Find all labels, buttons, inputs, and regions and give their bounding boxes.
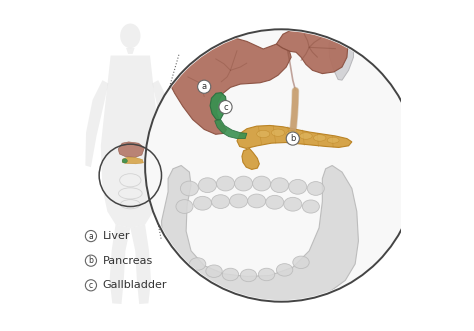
Ellipse shape <box>206 265 222 277</box>
Circle shape <box>85 230 97 242</box>
Ellipse shape <box>289 179 307 194</box>
Ellipse shape <box>253 176 271 191</box>
Polygon shape <box>152 80 175 167</box>
Circle shape <box>85 280 97 291</box>
Polygon shape <box>101 56 160 228</box>
Ellipse shape <box>211 195 229 209</box>
Text: a: a <box>201 82 207 91</box>
Circle shape <box>219 101 232 114</box>
Ellipse shape <box>248 194 266 208</box>
Ellipse shape <box>122 159 128 163</box>
Ellipse shape <box>284 197 302 211</box>
Text: a: a <box>89 232 93 241</box>
Text: Gallbladder: Gallbladder <box>102 280 167 290</box>
Polygon shape <box>165 34 291 134</box>
Ellipse shape <box>307 182 324 195</box>
Ellipse shape <box>272 129 284 136</box>
Ellipse shape <box>235 176 253 191</box>
Ellipse shape <box>300 133 312 139</box>
Ellipse shape <box>302 200 319 213</box>
Ellipse shape <box>286 131 298 137</box>
Ellipse shape <box>217 176 235 191</box>
Text: b: b <box>89 256 93 265</box>
Text: c: c <box>89 281 93 290</box>
Ellipse shape <box>193 196 211 210</box>
Polygon shape <box>237 125 352 148</box>
Polygon shape <box>85 80 109 167</box>
Ellipse shape <box>240 269 257 282</box>
Polygon shape <box>210 93 227 120</box>
Ellipse shape <box>222 268 238 281</box>
Text: b: b <box>290 134 295 143</box>
Ellipse shape <box>258 268 275 281</box>
Ellipse shape <box>266 195 284 209</box>
Polygon shape <box>329 31 354 80</box>
Ellipse shape <box>271 178 289 193</box>
Ellipse shape <box>176 200 193 213</box>
Circle shape <box>85 255 97 266</box>
Ellipse shape <box>120 24 140 48</box>
Polygon shape <box>130 224 151 304</box>
Polygon shape <box>242 148 259 169</box>
Circle shape <box>286 132 300 145</box>
Polygon shape <box>109 224 130 304</box>
Text: Pancreas: Pancreas <box>102 256 153 266</box>
Polygon shape <box>118 142 145 157</box>
Ellipse shape <box>313 135 326 141</box>
Polygon shape <box>126 48 135 54</box>
Ellipse shape <box>199 178 217 193</box>
Polygon shape <box>122 157 144 164</box>
Text: Liver: Liver <box>102 231 130 241</box>
Ellipse shape <box>276 263 293 276</box>
Polygon shape <box>215 119 247 139</box>
Ellipse shape <box>257 130 270 138</box>
Circle shape <box>198 80 211 93</box>
Ellipse shape <box>229 194 248 208</box>
Polygon shape <box>162 166 358 308</box>
Circle shape <box>145 29 418 302</box>
Ellipse shape <box>181 181 199 196</box>
Polygon shape <box>276 25 348 73</box>
Text: c: c <box>223 103 228 112</box>
Ellipse shape <box>293 256 309 268</box>
Ellipse shape <box>190 258 206 270</box>
Ellipse shape <box>327 137 339 143</box>
